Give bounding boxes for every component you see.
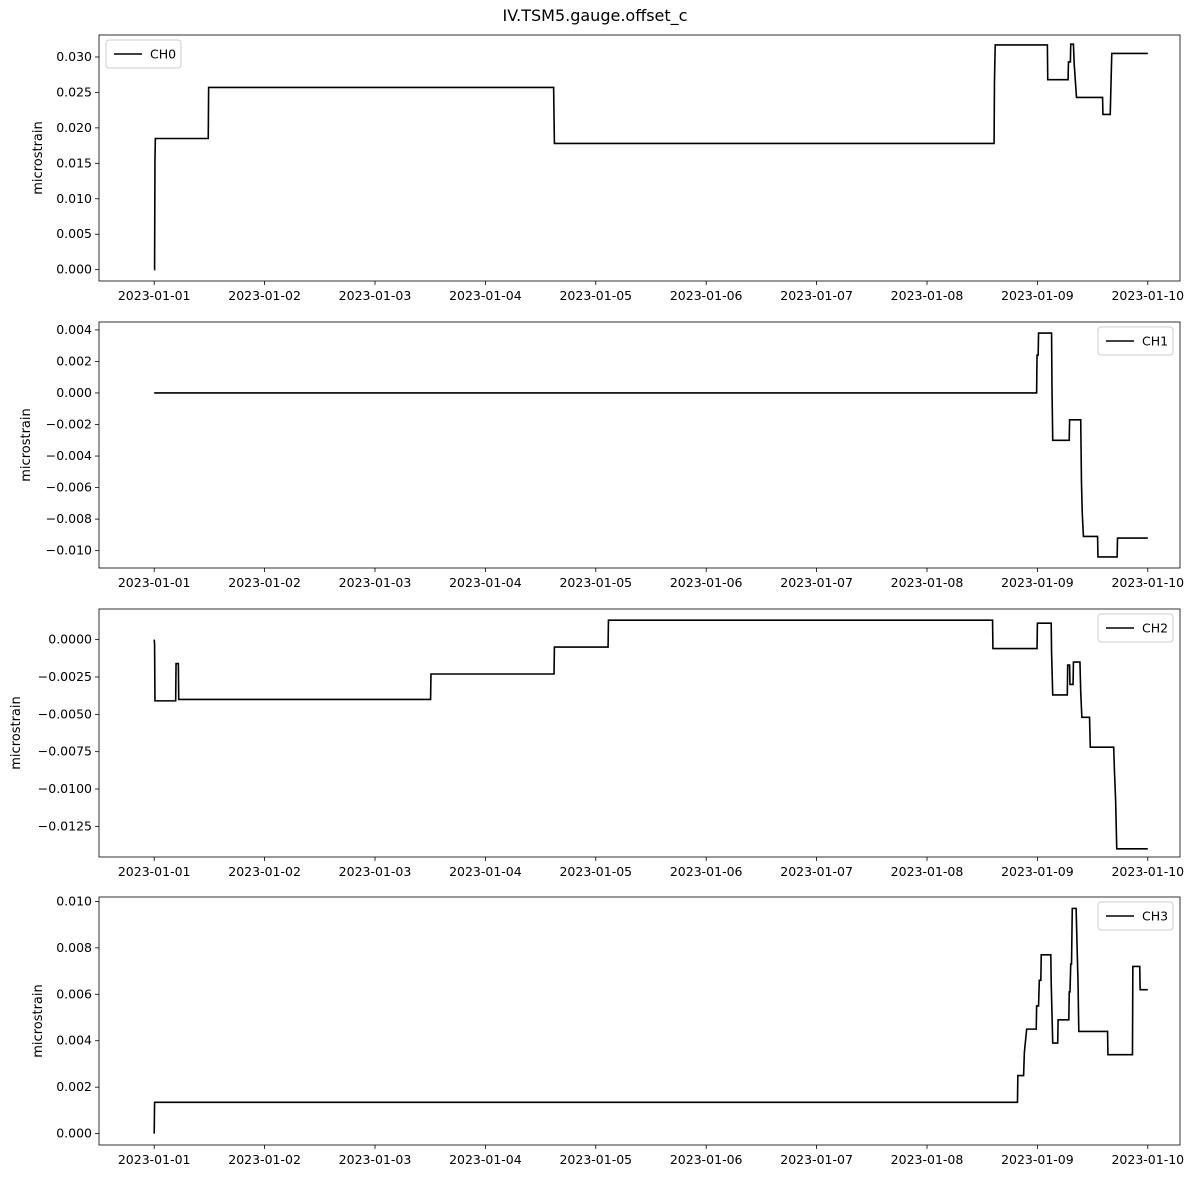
x-tick-label: 2023-01-01: [118, 864, 191, 879]
x-tick-label: 2023-01-10: [1111, 288, 1184, 303]
legend: CH3: [1097, 901, 1174, 931]
y-tick-label: 0.005: [56, 226, 92, 241]
x-tick-label: 2023-01-07: [780, 575, 853, 590]
x-tick-label: 2023-01-03: [339, 288, 412, 303]
subplot-ch3: 0.000 0.002 0.004 0.006 0.008 0.010 2023-01-01…: [31, 893, 1184, 1167]
series-line-ch0: [153, 43, 1148, 271]
y-tick-label: −0.010: [46, 543, 92, 558]
y-tick-label: −0.0125: [38, 818, 92, 833]
x-tick-label: 2023-01-03: [339, 575, 412, 590]
x-tick-label: 2023-01-05: [559, 864, 632, 879]
x-tick-label: 2023-01-02: [228, 288, 301, 303]
y-tick-label: 0.015: [56, 155, 92, 170]
x-tick-label: 2023-01-08: [891, 575, 964, 590]
x-tick-label: 2023-01-10: [1111, 575, 1184, 590]
x-tick-label: 2023-01-07: [780, 864, 853, 879]
x-tick-label: 2023-01-05: [559, 1152, 632, 1167]
y-tick-label: 0.025: [56, 84, 92, 99]
axes-frame: [98, 321, 1181, 569]
legend: CH2: [1097, 613, 1174, 643]
y-tick-label: 0.000: [56, 385, 92, 400]
axes-frame: [98, 34, 1181, 282]
subplot-ch0: 0.000 0.005 0.010 0.015 0.020 0.025 0.030 2023-…: [31, 34, 1184, 303]
legend-box: [105, 39, 182, 69]
legend: CH1: [1097, 326, 1174, 356]
y-tick-label: −0.002: [46, 417, 92, 432]
x-tick-label: 2023-01-03: [339, 864, 412, 879]
axes-frame: [98, 896, 1181, 1146]
x-tick-label: 2023-01-04: [449, 1152, 522, 1167]
x-tick-label: 2023-01-04: [449, 864, 522, 879]
legend-label: CH3: [1142, 909, 1168, 924]
x-tick-label: 2023-01-04: [449, 288, 522, 303]
x-tick-label: 2023-01-09: [1001, 864, 1074, 879]
x-tick-label: 2023-01-02: [228, 575, 301, 590]
y-axis-label: microstrain: [31, 121, 46, 194]
legend-box: [1097, 613, 1174, 643]
x-tick-label: 2023-01-02: [228, 864, 301, 879]
series-line-ch1: [154, 332, 1148, 558]
y-tick-label: −0.006: [46, 480, 92, 495]
y-tick-label: 0.008: [56, 940, 92, 955]
x-tick-label: 2023-01-09: [1001, 575, 1074, 590]
y-tick-label: 0.004: [56, 322, 92, 337]
x-tick-label: 2023-01-06: [670, 288, 743, 303]
y-tick-label: 0.000: [56, 262, 92, 277]
y-axis-label: microstrain: [31, 984, 46, 1057]
x-tick-label: 2023-01-01: [118, 575, 191, 590]
x-tick-label: 2023-01-06: [670, 575, 743, 590]
x-tick-label: 2023-01-08: [891, 864, 964, 879]
y-tick-label: 0.002: [56, 353, 92, 368]
x-tick-label: 2023-01-01: [118, 288, 191, 303]
subplot-ch1: −0.010 −0.008 −0.006 −0.004 −0.002 0.000 0.002…: [19, 321, 1184, 590]
y-tick-label: 0.004: [56, 1033, 92, 1048]
legend-label: CH1: [1142, 334, 1168, 349]
series-line-ch2: [153, 619, 1148, 850]
legend-label: CH2: [1142, 621, 1168, 636]
legend-box: [1097, 326, 1174, 356]
y-axis-label: microstrain: [9, 696, 24, 769]
x-tick-label: 2023-01-07: [780, 288, 853, 303]
x-tick-label: 2023-01-01: [118, 1152, 191, 1167]
y-tick-label: 0.002: [56, 1079, 92, 1094]
y-tick-label: 0.010: [56, 893, 92, 908]
y-tick-label: −0.0100: [38, 781, 92, 796]
subplot-ch2: −0.0125 −0.0100 −0.0075 −0.0050 −0.0025 0.000…: [9, 608, 1184, 879]
y-axis-label: microstrain: [19, 408, 34, 481]
y-tick-label: 0.010: [56, 191, 92, 206]
y-tick-label: −0.004: [46, 448, 92, 463]
x-tick-label: 2023-01-10: [1111, 864, 1184, 879]
x-tick-label: 2023-01-06: [670, 1152, 743, 1167]
y-tick-label: 0.030: [56, 49, 92, 64]
y-tick-label: 0.0000: [48, 632, 92, 647]
x-tick-label: 2023-01-02: [228, 1152, 301, 1167]
legend-label: CH0: [150, 47, 176, 62]
x-tick-label: 2023-01-04: [449, 575, 522, 590]
x-tick-label: 2023-01-07: [780, 1152, 853, 1167]
x-tick-label: 2023-01-08: [891, 1152, 964, 1167]
axes-frame: [98, 608, 1181, 858]
x-tick-label: 2023-01-05: [559, 288, 632, 303]
x-tick-label: 2023-01-06: [670, 864, 743, 879]
x-tick-label: 2023-01-10: [1111, 1152, 1184, 1167]
y-tick-label: 0.006: [56, 986, 92, 1001]
figure-title: IV.TSM5.gauge.offset_c: [502, 6, 688, 25]
y-tick-label: 0.000: [56, 1126, 92, 1141]
y-tick-label: 0.020: [56, 120, 92, 135]
legend: CH0: [105, 39, 182, 69]
y-tick-label: −0.008: [46, 511, 92, 526]
x-tick-label: 2023-01-05: [559, 575, 632, 590]
x-tick-label: 2023-01-09: [1001, 288, 1074, 303]
y-tick-label: −0.0050: [38, 706, 92, 721]
x-tick-label: 2023-01-08: [891, 288, 964, 303]
legend-box: [1097, 901, 1174, 931]
y-tick-label: −0.0075: [38, 744, 92, 759]
series-line-ch3: [153, 907, 1148, 1134]
x-tick-label: 2023-01-09: [1001, 1152, 1074, 1167]
y-tick-label: −0.0025: [38, 669, 92, 684]
x-tick-label: 2023-01-03: [339, 1152, 412, 1167]
